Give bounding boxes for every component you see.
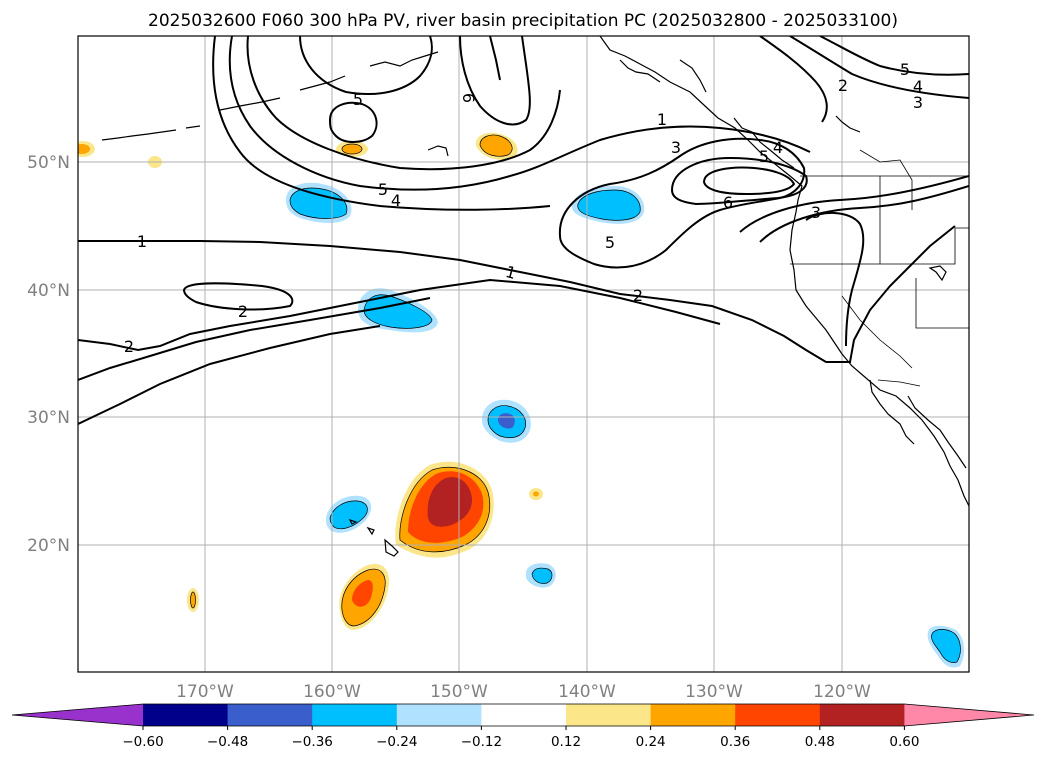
contour-label: 5 [900,60,910,79]
precip-blob-south [339,563,390,630]
lat-tick-label: 40°N [27,281,70,301]
colorbar: −0.60 −0.48 −0.36 −0.24 −0.12 0.12 0.24 0.36 0.4… [11,703,1035,750]
pv-contours [78,36,969,425]
contour-label: 3 [811,203,821,222]
colorbar-swatch [819,704,905,726]
lon-tick-label: 140°W [558,682,616,702]
colorbar-arrow-max [904,704,1034,726]
contour-label: 2 [838,76,848,95]
map-title: 2025032600 F060 300 hPa PV, river basin … [148,11,898,31]
contour-label: 4 [773,138,783,157]
precip-blob-hawaii [395,461,494,558]
lat-tick-label: 30°N [27,408,70,428]
colorbar-tick-label: −0.36 [292,734,333,750]
colorbar-swatch [143,704,229,726]
coastlines [101,36,969,557]
map-area [78,36,969,672]
contour-label: 6 [459,93,478,103]
colorbar-tick-label: −0.24 [376,734,417,750]
contour-label: 4 [913,77,923,96]
colorbar-tick-label: 0.36 [720,734,750,750]
lon-tick-label: 120°W [813,682,871,702]
contour-label: 2 [238,302,248,321]
colorbar-swatch [227,704,313,726]
contour-label: 3 [913,93,923,112]
lon-tick-label: 170°W [176,682,234,702]
contour-label: 5 [353,90,363,109]
colorbar-tick-label: 0.60 [889,734,919,750]
contour-label: 1 [137,232,147,251]
contour-label: 5 [378,180,388,199]
colorbar-tick-label: 0.24 [636,734,666,750]
colorbar-swatch [481,704,567,726]
colorbar-tick-label: 0.12 [551,734,581,750]
lon-tick-labels: 170°W 160°W 150°W 140°W 130°W 120°W [176,682,871,702]
colorbar-arrow-min [12,704,143,726]
colorbar-tick-label: −0.12 [461,734,502,750]
lat-tick-label: 20°N [27,536,70,556]
contour-label: 1 [503,262,518,283]
colorbar-swatch [735,704,821,726]
map-frame [77,35,970,673]
colorbar-swatch [396,704,482,726]
lat-tick-label: 50°N [27,153,70,173]
contour-labels: 1 1 1 2 2 2 2 3 3 3 4 4 4 5 5 5 5 5 6 6 [124,60,923,356]
contour-label: 3 [671,138,681,157]
lon-tick-label: 130°W [685,682,743,702]
contour-label: 6 [723,193,733,212]
lon-tick-label: 160°W [303,682,361,702]
contour-label: 1 [657,110,667,129]
colorbar-tick-label: −0.48 [207,734,248,750]
colorbar-swatch [566,704,652,726]
contour-label: 5 [759,147,769,166]
lon-tick-label: 150°W [430,682,488,702]
colorbar-tick-label: −0.60 [122,734,163,750]
contour-label: 4 [391,191,401,210]
lat-tick-labels: 50°N 40°N 30°N 20°N [27,153,70,556]
precip-shading [78,132,965,668]
colorbar-swatch [650,704,736,726]
contour-label: 2 [633,286,643,305]
colorbar-swatch [312,704,398,726]
contour-label: 2 [124,337,134,356]
colorbar-tick-label: 0.48 [805,734,835,750]
contour-label: 5 [605,233,615,252]
political-borders [790,149,969,387]
